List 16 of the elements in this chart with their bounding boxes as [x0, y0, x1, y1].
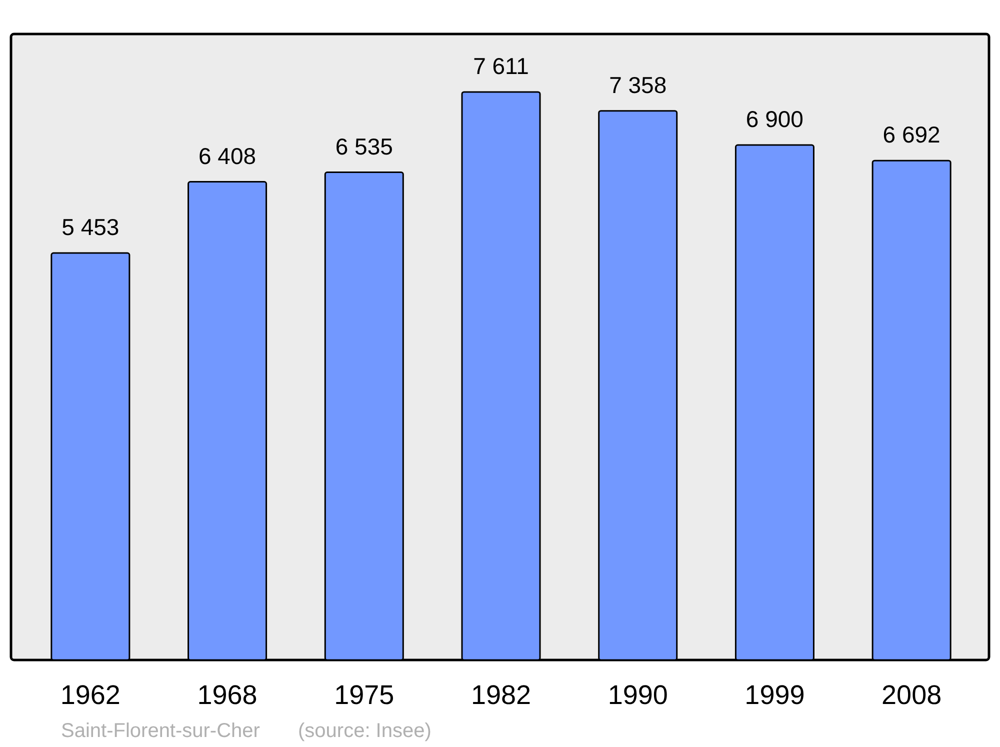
data-label: 6 535 [335, 133, 393, 160]
data-label: 6 692 [882, 122, 940, 148]
data-label: 6 900 [746, 106, 804, 132]
data-label: 5 453 [62, 214, 120, 240]
data-label: 7 611 [473, 53, 529, 79]
x-tick-label: 1990 [608, 680, 668, 710]
x-tick-label: 1999 [744, 680, 805, 710]
x-tick-label: 1962 [60, 680, 120, 710]
data-label: 6 408 [198, 142, 256, 169]
text: (source: Insee) [298, 720, 432, 742]
data-label: 7 358 [609, 72, 667, 98]
x-tick-label: 1968 [197, 680, 258, 710]
x-tick-label: 1975 [334, 680, 394, 710]
x-tick-label: 2008 [882, 680, 942, 710]
text: Saint-Florent-sur-Cher [61, 720, 260, 742]
x-tick-label: 1982 [470, 680, 532, 710]
